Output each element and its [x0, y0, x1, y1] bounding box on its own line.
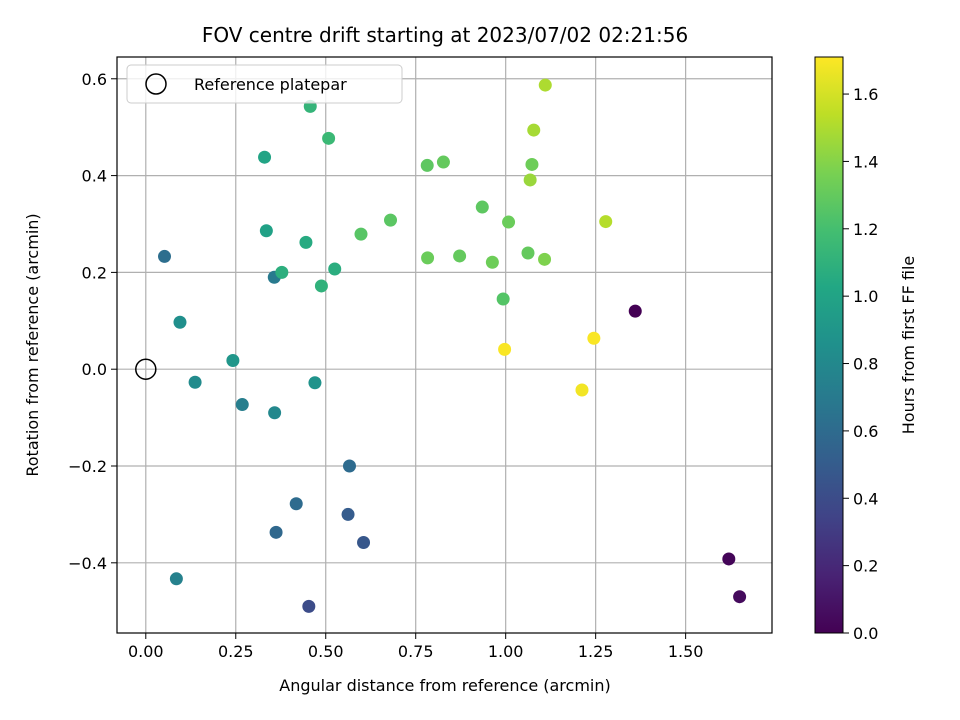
reference-marker-layer [135, 358, 157, 380]
x-tick-label: 1.00 [488, 642, 524, 661]
x-tick-label: 1.25 [578, 642, 614, 661]
colorbar-tick-label: 1.0 [853, 287, 878, 306]
data-point [722, 552, 736, 566]
reference-platepar-marker [135, 358, 157, 380]
plot-frame [116, 56, 773, 634]
data-point [485, 255, 499, 269]
y-axis-label: Rotation from reference (arcmin) [23, 213, 42, 476]
legend: Reference platepar [126, 64, 403, 104]
data-point [420, 158, 434, 172]
data-point [453, 249, 467, 263]
colorbar-tick-label: 0.6 [853, 422, 878, 441]
data-point [299, 235, 313, 249]
data-point [314, 279, 328, 293]
legend-entry-label: Reference platepar [194, 75, 347, 94]
data-point [599, 215, 613, 229]
x-tick-label: 0.50 [308, 642, 344, 661]
colorbar-tick-label: 1.2 [853, 220, 878, 239]
data-point [421, 251, 435, 265]
y-tick-label: 0.6 [82, 70, 107, 89]
data-point [275, 265, 289, 279]
colorbar-tick-label: 0.4 [853, 489, 878, 508]
data-point [521, 246, 535, 260]
data-point [587, 331, 601, 345]
data-point [235, 398, 249, 412]
data-point [308, 376, 322, 390]
data-point [322, 131, 336, 145]
x-tick-label: 1.50 [668, 642, 704, 661]
colorbar-tick-label: 0.0 [853, 624, 878, 643]
data-point [527, 123, 541, 137]
data-point [269, 525, 283, 539]
legend-box [126, 64, 403, 104]
colorbar-tick-label: 1.4 [853, 152, 878, 171]
data-point [498, 342, 512, 356]
data-point [523, 173, 537, 187]
data-point [575, 383, 589, 397]
y-tick-label: −0.2 [68, 457, 107, 476]
colorbar: 0.0 0.2 0.4 0.6 0.8 1.0 1.2 1.4 1.6 Hours from f… [814, 56, 918, 643]
data-point [259, 224, 273, 238]
y-tick-label: 0.0 [82, 360, 107, 379]
data-point [268, 406, 282, 420]
data-point [342, 459, 356, 473]
data-point [302, 599, 316, 613]
x-tick-label: 0.00 [128, 642, 164, 661]
data-point [538, 78, 552, 92]
data-point [188, 375, 202, 389]
data-point [226, 353, 240, 367]
data-point [525, 157, 539, 171]
x-axis-ticks: 0.00 0.25 0.50 0.75 1.00 1.25 1.50 [128, 633, 703, 661]
data-point [496, 292, 510, 306]
y-tick-label: −0.4 [68, 554, 107, 573]
data-point [289, 497, 303, 511]
data-point [733, 590, 747, 604]
x-tick-label: 0.75 [398, 642, 434, 661]
x-axis-label: Angular distance from reference (arcmin) [279, 676, 610, 695]
data-point [628, 304, 642, 318]
colorbar-tick-label: 1.6 [853, 85, 878, 104]
y-tick-label: 0.4 [82, 167, 107, 186]
x-tick-label: 0.25 [218, 642, 254, 661]
data-point [354, 227, 368, 241]
data-point [169, 572, 183, 586]
data-point [436, 155, 450, 169]
data-point [475, 200, 489, 214]
y-axis-ticks: −0.4 −0.2 0.0 0.2 0.4 0.6 [68, 70, 117, 573]
chart-title: FOV centre drift starting at 2023/07/02 … [202, 23, 688, 47]
data-points [158, 78, 747, 613]
colorbar-ticks: 0.0 0.2 0.4 0.6 0.8 1.0 1.2 1.4 1.6 [843, 85, 878, 643]
colorbar-tick-label: 0.2 [853, 557, 878, 576]
data-point [258, 150, 272, 164]
data-point [357, 535, 371, 549]
data-point [341, 507, 355, 521]
colorbar-frame [814, 56, 844, 634]
colorbar-tick-label: 0.8 [853, 355, 878, 374]
data-point [328, 262, 342, 276]
data-point [538, 252, 552, 266]
data-point [158, 249, 172, 263]
data-point [173, 315, 187, 329]
legend-reference-marker [145, 73, 167, 95]
colorbar-label: Hours from first FF file [899, 256, 918, 435]
data-point [384, 213, 398, 227]
plot-area [117, 57, 772, 633]
colorbar-gradient [815, 57, 843, 633]
y-tick-label: 0.2 [82, 263, 107, 282]
data-point [502, 215, 516, 229]
